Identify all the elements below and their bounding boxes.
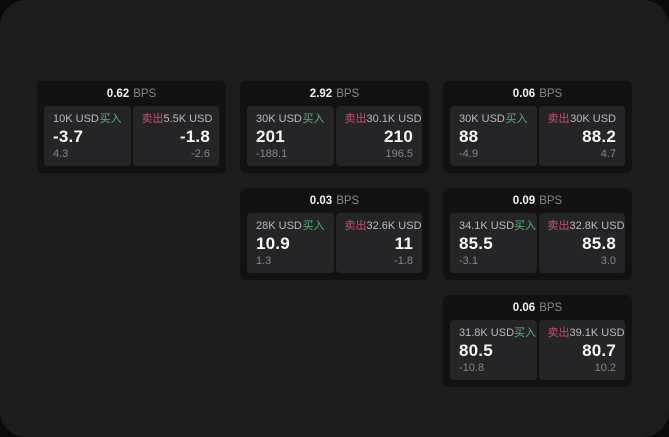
- buy-sell-panels: 10K USD 买入 -3.7 4.3 卖出 5.5K USD -1.8 -2.…: [37, 106, 226, 173]
- spread-bps-value: 0.06: [512, 301, 536, 314]
- buy-price: 80.5: [459, 341, 493, 360]
- bps-unit-label: BPS: [539, 301, 563, 314]
- buy-tile[interactable]: 34.1K USD 买入 85.5 -3.1: [450, 213, 537, 273]
- sell-price: 80.7: [582, 341, 616, 360]
- sell-notional: 32.6K USD: [366, 220, 422, 232]
- sell-tag: 卖出: [344, 220, 367, 232]
- buy-tile[interactable]: 30K USD 买入 88 -4.9: [450, 106, 537, 166]
- sell-price: -1.8: [179, 127, 210, 146]
- spread-bps-value: 0.62: [106, 87, 130, 100]
- buy-price: 10.9: [256, 234, 290, 253]
- buy-notional: 10K USD: [53, 113, 99, 125]
- buy-tile[interactable]: 31.8K USD 买入 80.5 -10.8: [450, 320, 537, 380]
- buy-notional: 30K USD: [459, 113, 505, 125]
- buy-tag: 买入: [302, 220, 325, 232]
- price-tiles-grid: 0.62 BPS 10K USD 买入 -3.7 4.3 卖出 5.5K USD: [37, 81, 632, 387]
- buy-delta: 1.3: [256, 255, 272, 267]
- buy-tag: 买入: [514, 327, 537, 339]
- buy-notional: 31.8K USD: [459, 327, 515, 339]
- buy-notional: 30K USD: [256, 113, 302, 125]
- card-header: 0.06 BPS: [443, 295, 632, 320]
- bps-unit-label: BPS: [336, 194, 360, 207]
- sell-notional: 5.5K USD: [163, 113, 213, 125]
- buy-sell-panels: 28K USD 买入 10.9 1.3 卖出 32.6K USD 11 -1.8: [240, 213, 429, 280]
- buy-sell-panels: 30K USD 买入 88 -4.9 卖出 30K USD 88.2 4.7: [443, 106, 632, 173]
- buy-tile[interactable]: 10K USD 买入 -3.7 4.3: [44, 106, 131, 166]
- buy-tag: 买入: [302, 113, 325, 125]
- price-card: 0.62 BPS 10K USD 买入 -3.7 4.3 卖出 5.5K USD: [37, 81, 226, 173]
- price-card: 0.06 BPS 31.8K USD 买入 80.5 -10.8 卖出 39.1…: [443, 295, 632, 387]
- sell-delta: 4.7: [600, 148, 616, 160]
- sell-notional: 30.1K USD: [366, 113, 422, 125]
- buy-notional: 28K USD: [256, 220, 302, 232]
- buy-tile[interactable]: 28K USD 买入 10.9 1.3: [247, 213, 334, 273]
- buy-tile[interactable]: 30K USD 买入 201 -188.1: [247, 106, 334, 166]
- buy-tag: 买入: [99, 113, 122, 125]
- sell-delta: 196.5: [385, 148, 413, 160]
- sell-tile[interactable]: 卖出 30.1K USD 210 196.5: [335, 106, 422, 166]
- buy-delta: -4.9: [459, 148, 478, 160]
- sell-price: 85.8: [582, 234, 616, 253]
- buy-tag: 买入: [514, 220, 537, 232]
- buy-delta: -10.8: [459, 362, 485, 374]
- price-card: 0.09 BPS 34.1K USD 买入 85.5 -3.1 卖出 32.8K…: [443, 188, 632, 280]
- buy-price: 201: [256, 127, 285, 146]
- buy-tag: 买入: [505, 113, 528, 125]
- buy-delta: -188.1: [256, 148, 288, 160]
- sell-tag: 卖出: [344, 113, 367, 125]
- sell-tile[interactable]: 卖出 32.8K USD 85.8 3.0: [538, 213, 625, 273]
- price-card: 0.06 BPS 30K USD 买入 88 -4.9 卖出 30K USD: [443, 81, 632, 173]
- sell-delta: 3.0: [600, 255, 616, 267]
- card-header: 2.92 BPS: [240, 81, 429, 106]
- spread-bps-value: 2.92: [309, 87, 333, 100]
- sell-delta: 10.2: [594, 362, 616, 374]
- card-header: 0.03 BPS: [240, 188, 429, 213]
- buy-sell-panels: 31.8K USD 买入 80.5 -10.8 卖出 39.1K USD 80.…: [443, 320, 632, 387]
- sell-price: 210: [384, 127, 413, 146]
- sell-notional: 39.1K USD: [569, 327, 625, 339]
- card-header: 0.06 BPS: [443, 81, 632, 106]
- sell-tile[interactable]: 卖出 5.5K USD -1.8 -2.6: [132, 106, 219, 166]
- price-card: 0.03 BPS 28K USD 买入 10.9 1.3 卖出 32.6K US…: [240, 188, 429, 280]
- spread-bps-value: 0.09: [512, 194, 536, 207]
- sell-tag: 卖出: [141, 113, 164, 125]
- sell-price: 88.2: [582, 127, 616, 146]
- buy-price: -3.7: [53, 127, 84, 146]
- sell-notional: 30K USD: [570, 113, 616, 125]
- sell-tile[interactable]: 卖出 39.1K USD 80.7 10.2: [538, 320, 625, 380]
- sell-notional: 32.8K USD: [569, 220, 625, 232]
- bps-unit-label: BPS: [133, 87, 157, 100]
- buy-delta: 4.3: [53, 148, 69, 160]
- sell-delta: -1.8: [394, 255, 413, 267]
- buy-notional: 34.1K USD: [459, 220, 515, 232]
- sell-price: 11: [394, 234, 413, 253]
- buy-sell-panels: 34.1K USD 买入 85.5 -3.1 卖出 32.8K USD 85.8…: [443, 213, 632, 280]
- sell-tag: 卖出: [547, 220, 570, 232]
- spread-bps-value: 0.06: [512, 87, 536, 100]
- buy-price: 85.5: [459, 234, 493, 253]
- sell-tag: 卖出: [547, 113, 570, 125]
- sell-tag: 卖出: [547, 327, 570, 339]
- sell-tile[interactable]: 卖出 32.6K USD 11 -1.8: [335, 213, 422, 273]
- buy-sell-panels: 30K USD 买入 201 -188.1 卖出 30.1K USD 210 1…: [240, 106, 429, 173]
- price-card: 2.92 BPS 30K USD 买入 201 -188.1 卖出 30.1K …: [240, 81, 429, 173]
- bps-unit-label: BPS: [539, 87, 563, 100]
- buy-price: 88: [459, 127, 479, 146]
- sell-delta: -2.6: [191, 148, 210, 160]
- spread-bps-value: 0.03: [309, 194, 333, 207]
- card-header: 0.09 BPS: [443, 188, 632, 213]
- bps-unit-label: BPS: [336, 87, 360, 100]
- card-header: 0.62 BPS: [37, 81, 226, 106]
- sell-tile[interactable]: 卖出 30K USD 88.2 4.7: [538, 106, 625, 166]
- bps-unit-label: BPS: [539, 194, 563, 207]
- buy-delta: -3.1: [459, 255, 478, 267]
